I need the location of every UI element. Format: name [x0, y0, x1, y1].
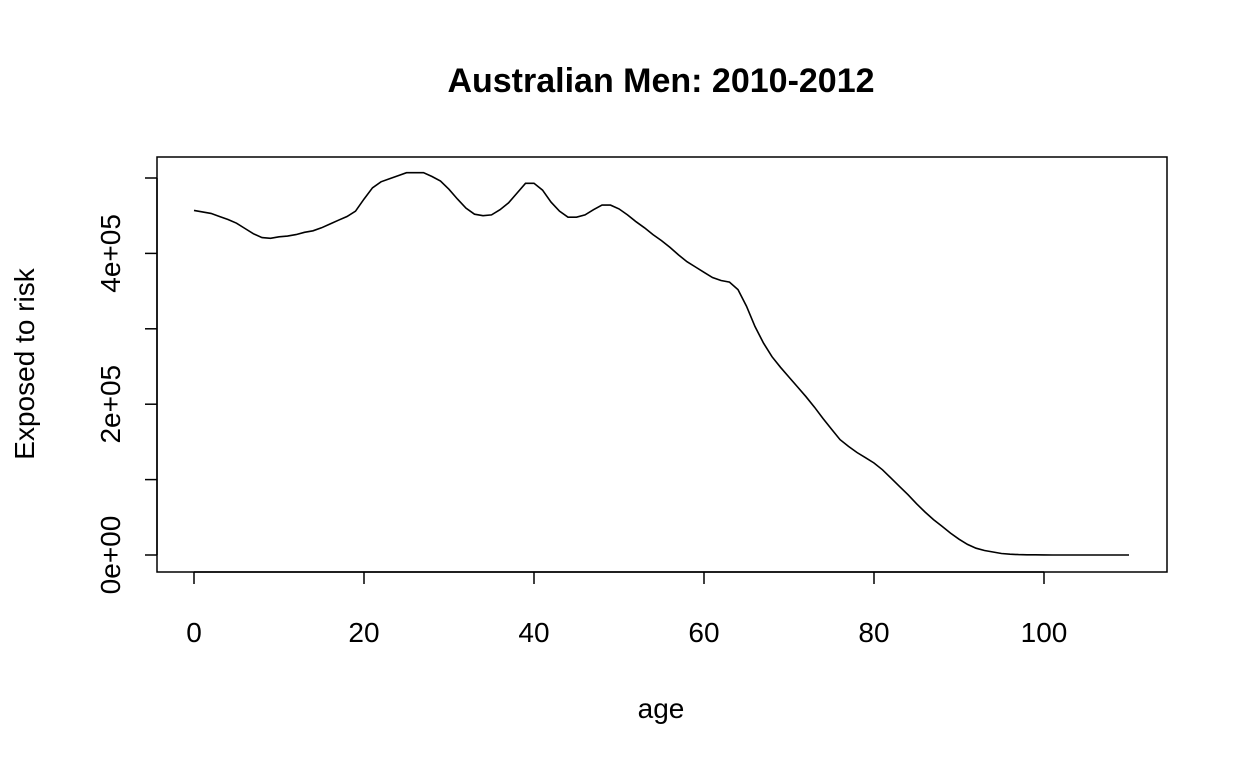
x-tick-label: 100 — [1021, 617, 1068, 648]
plot-frame — [156, 156, 1168, 573]
x-axis-label: age — [638, 693, 685, 724]
x-tick-label: 60 — [688, 617, 719, 648]
y-axis-label: Exposed to risk — [9, 267, 40, 459]
y-tick-label: 0e+00 — [95, 516, 126, 595]
x-tick-label: 20 — [348, 617, 379, 648]
y-tick-label: 4e+05 — [95, 214, 126, 293]
series-line — [193, 171, 1129, 556]
y-axis: 0e+00 2e+05 4e+05 — [95, 177, 158, 595]
x-tick-label: 40 — [518, 617, 549, 648]
chart-title: Australian Men: 2010-2012 — [447, 62, 874, 100]
x-tick-label: 0 — [186, 617, 202, 648]
x-tick-label: 80 — [858, 617, 889, 648]
y-tick-label: 2e+05 — [95, 365, 126, 444]
x-axis: 0 20 40 60 80 100 — [186, 571, 1068, 648]
